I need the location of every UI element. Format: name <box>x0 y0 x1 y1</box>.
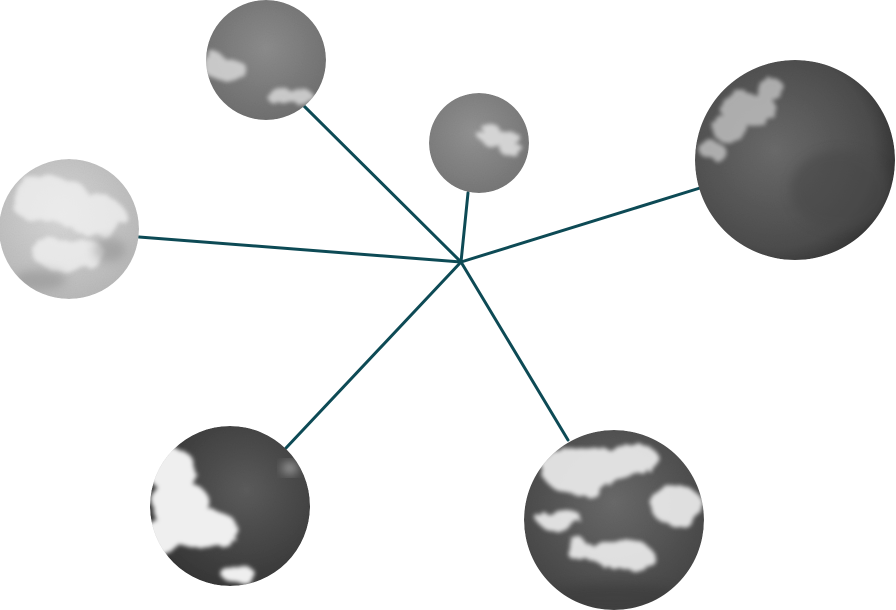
spoke-right <box>459 186 702 264</box>
spoke-bottom-right <box>459 260 570 442</box>
sky-node-top-left <box>206 0 326 120</box>
spoke-left <box>137 235 463 264</box>
sky-node-top-center <box>429 93 529 193</box>
sky-node-bottom-left <box>150 426 310 586</box>
spoke-top-left <box>302 104 463 264</box>
spoke-bottom-left <box>284 260 463 450</box>
sky-node-right <box>695 60 895 260</box>
sky-node-bottom-right <box>524 430 704 610</box>
connector-lines <box>137 104 702 450</box>
sky-node-left <box>0 159 139 299</box>
spoke-top-center <box>459 191 470 264</box>
